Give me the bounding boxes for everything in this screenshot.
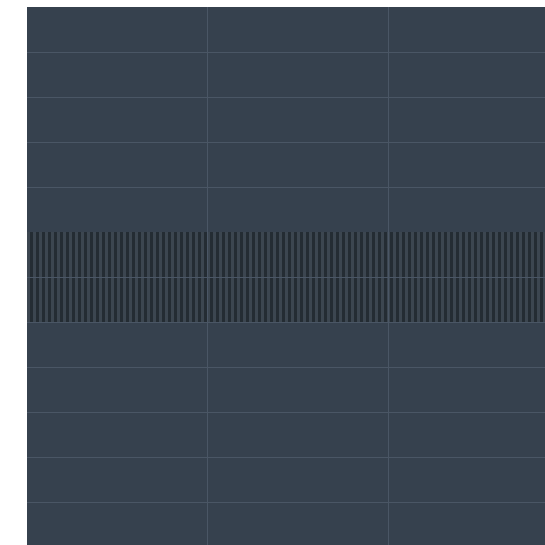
row-divider: [27, 412, 545, 413]
row-divider: [27, 52, 545, 53]
column-divider: [207, 7, 208, 545]
row-divider: [27, 322, 545, 323]
row-divider: [27, 457, 545, 458]
row-divider: [27, 142, 545, 143]
row-divider: [27, 97, 545, 98]
row-divider: [27, 367, 545, 368]
grid-canvas: [27, 7, 545, 545]
row-divider: [27, 187, 545, 188]
row-divider: [27, 277, 545, 278]
row-divider: [27, 502, 545, 503]
column-divider: [388, 7, 389, 545]
